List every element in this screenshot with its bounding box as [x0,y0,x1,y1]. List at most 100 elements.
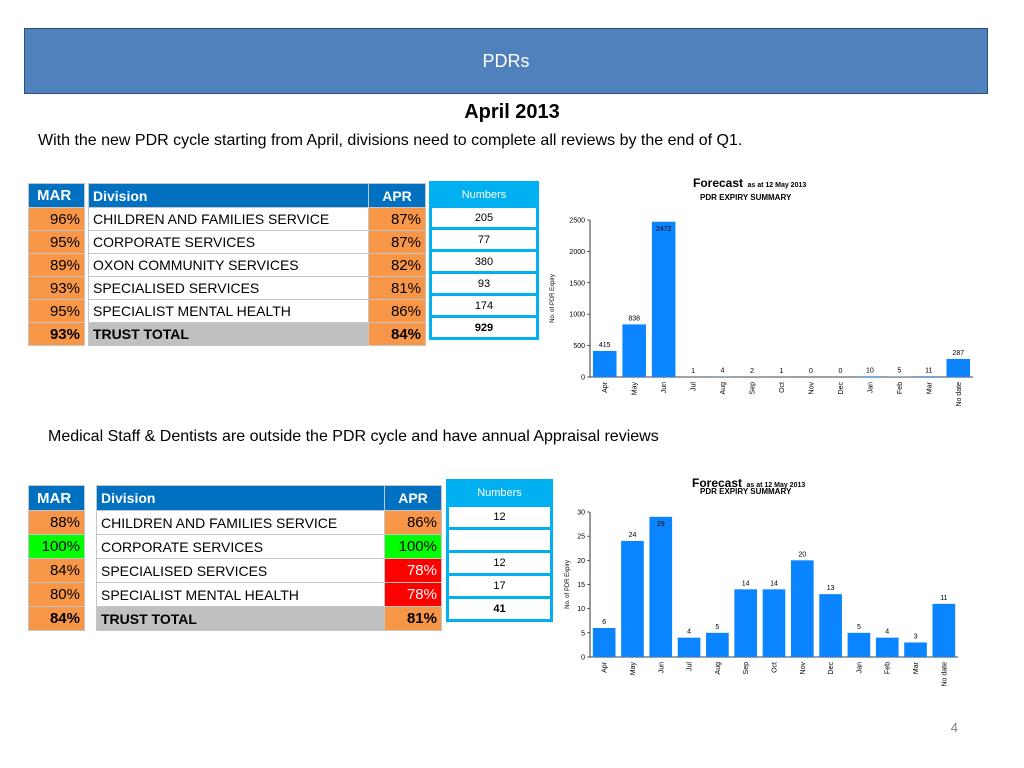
bar-jul [677,637,701,657]
mar-value: 88% [28,510,85,535]
x-tick-label: Mar [913,661,920,674]
data-label: 1 [691,368,695,375]
x-tick-label: Dec [838,382,845,395]
table-row: SPECIALIST MENTAL HEALTH 78% [96,582,442,607]
x-tick-label: Nov [808,382,815,395]
apr-header: APR [384,485,442,511]
number-value: 12 [449,553,550,576]
mar-header: MAR [28,183,85,208]
forecast-chart-1: Forecast as at 12 May 2013 PDR EXPIRY SU… [545,172,975,417]
bar-mar [904,642,927,657]
section-heading: April 2013 [464,101,560,123]
y-tick-label: 2500 [569,218,585,225]
mar-value: 95% [28,230,85,254]
division-header: Division [96,485,385,511]
x-tick-label: Dec [828,662,835,675]
number-value: 205 [432,208,536,230]
table-row: CHILDREN AND FAMILIES SERVICE 86% [96,510,442,535]
x-tick-label: Sep [743,662,750,675]
table-row: CORPORATE SERVICES 100% [96,534,442,559]
data-label: 4 [687,629,691,636]
data-label: 0 [838,368,842,375]
division-name: CORPORATE SERVICES [96,534,385,559]
bar-sep [734,589,758,657]
division-header: Division [88,183,369,208]
data-label: 4 [721,368,725,375]
bar-jun [651,221,676,377]
division-name: CHILDREN AND FAMILIES SERVICE [96,510,385,535]
chart-1-svg: No. of PDR Expiry05001000150020002500415… [550,218,973,407]
x-tick-label: Oct [772,662,779,673]
data-label: 20 [798,551,806,558]
number-value: 93 [432,274,536,296]
x-tick-label: Nov [800,662,807,675]
numbers-table-2: Numbers 12 12 17 41 [446,479,553,622]
table-row: TRUST TOTAL 81% [96,606,442,631]
chart-2-subtitle: PDR EXPIRY SUMMARY [700,487,792,496]
y-tick-label: 500 [573,343,585,350]
apr-value: 84% [368,322,426,346]
apr-value: 86% [384,510,442,535]
bar-jan [847,632,871,657]
chart-2-title-note: as at 12 May 2013 [746,482,806,489]
data-label: 14 [742,580,750,587]
data-label: 24 [629,532,637,539]
division-name: CHILDREN AND FAMILIES SERVICE [88,207,369,231]
chart-1-title-note: as at 12 May 2013 [747,182,807,189]
data-label: 5 [897,368,901,375]
x-tick-label: Apr [602,661,609,673]
mar-value: 93% [28,322,85,346]
apr-value: 87% [368,230,426,254]
apr-value: 78% [384,582,442,607]
page-title: PDRs [482,50,530,71]
table-row: SPECIALISED SERVICES 81% [88,276,426,300]
apr-value: 100% [384,534,442,559]
y-tick-label: 15 [577,582,585,589]
page-number: 4 [950,720,958,735]
number-value: 174 [432,296,536,318]
division-name: SPECIALISED SERVICES [96,558,385,583]
division-name: SPECIALIST MENTAL HEALTH [96,582,385,607]
title-bar: PDRs [24,28,988,94]
division-name: TRUST TOTAL [88,322,369,346]
chart-2-title: Forecast [692,476,743,490]
bar-may [621,541,644,657]
bar-jun [649,516,673,657]
bar-dec [819,594,842,657]
x-tick-label: Feb [897,382,904,394]
mar-value: 100% [28,534,85,559]
bar-apr [592,628,616,657]
apr-value: 81% [384,606,442,631]
apr-value: 82% [368,253,426,277]
bar-feb [875,637,899,657]
data-label: 4 [885,629,889,636]
y-tick-label: 1500 [569,280,585,287]
x-tick-label: Aug [715,662,722,675]
division-name: TRUST TOTAL [96,606,385,631]
x-tick-label: Sep [750,382,757,395]
mar-table-1: MAR 96% 95% 89% 93% 95% 93% [28,183,85,346]
number-value: 77 [432,230,536,252]
x-tick-label: No date [941,662,948,687]
mar-value: 84% [28,606,85,631]
bar-apr [592,350,617,377]
y-tick-label: 20 [577,558,585,565]
x-tick-label: No date [956,382,963,407]
x-tick-label: Mar [926,381,933,394]
bar-no-date [946,358,971,377]
bar-aug [706,632,729,657]
bar-oct [762,589,786,657]
bar-mar [917,376,941,377]
mar-value: 80% [28,582,85,607]
x-tick-label: Feb [885,662,892,674]
numbers-header: Numbers [432,184,536,208]
apr-value: 78% [384,558,442,583]
data-label: 5 [715,624,719,631]
data-label: 13 [827,585,835,592]
number-value [449,530,550,553]
data-label: 287 [952,350,964,357]
y-axis-label: No. of PDR Expiry [565,560,571,609]
division-name: OXON COMMUNITY SERVICES [88,253,369,277]
mar-table-2: MAR 88% 100% 84% 80% 84% [28,485,85,631]
data-label: 29 [657,521,665,528]
